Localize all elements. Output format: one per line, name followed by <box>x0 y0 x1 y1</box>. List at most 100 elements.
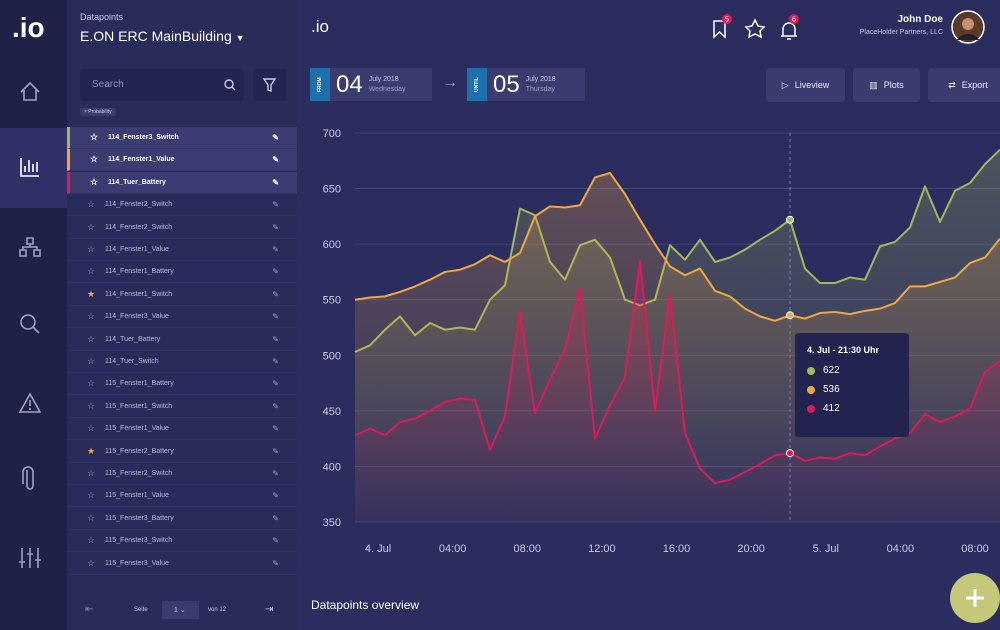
favorite-star: ☆ <box>87 244 96 254</box>
from-tag: FROM <box>310 68 330 101</box>
datapoint-name: 114_Fenster1_Switch <box>105 290 173 298</box>
edit-icon[interactable]: ✎ <box>272 379 279 389</box>
datapoint-name: 114_Fenster1_Value <box>108 156 175 164</box>
tooltip-swatch <box>807 366 815 375</box>
edit-icon[interactable]: ✎ <box>272 267 279 277</box>
edit-icon[interactable]: ✎ <box>272 446 279 456</box>
datapoint-row[interactable]: ☆ 115_Fenster1_Value ✎ <box>67 485 297 508</box>
datapoint-name: 115_Fenster2_Switch <box>105 470 173 477</box>
datapoint-row[interactable]: ☆ 115_Fenster1_Battery ✎ <box>67 373 297 396</box>
edit-icon[interactable]: ✎ <box>272 200 279 210</box>
search-box[interactable]: Search <box>80 69 244 101</box>
nav-icons[interactable] <box>0 0 67 630</box>
clip-icon[interactable] <box>22 466 34 490</box>
datapoint-row[interactable]: ☆ 115_Fenster3_Battery ✎ <box>67 508 297 530</box>
edit-icon[interactable]: ✎ <box>272 222 279 232</box>
range-arrow: → <box>442 74 458 91</box>
search-icon[interactable] <box>20 314 36 330</box>
datapoint-name: 115_Fenster1_Value <box>105 492 169 500</box>
favorite-star: ☆ <box>90 176 99 187</box>
edit-icon[interactable]: ✎ <box>272 469 279 478</box>
edit-icon[interactable]: ✎ <box>272 177 279 187</box>
datapoint-row[interactable]: ☆ 114_Fenster3_Value ✎ <box>67 306 297 329</box>
datapoint-row[interactable]: ☆ 114_Fenster1_Battery ✎ <box>67 261 297 284</box>
edit-icon[interactable]: ✎ <box>272 357 279 366</box>
home-icon[interactable] <box>20 81 40 101</box>
favorite-star: ☆ <box>87 333 96 344</box>
datapoint-name: 115_Fenster2_Battery <box>105 447 174 455</box>
datapoint-row[interactable]: ★ 114_Fenster1_Switch ✎ <box>67 284 297 306</box>
favorite-star: ★ <box>87 288 96 299</box>
datapoint-row[interactable]: ★ 115_Fenster2_Battery ✎ <box>67 441 297 463</box>
add-button[interactable] <box>950 572 1000 630</box>
liveview-button[interactable]: ▷ Liveview <box>766 68 845 102</box>
datapoint-row[interactable]: ☆ 114_Fenster2_Switch ✎ <box>67 194 297 217</box>
edit-icon[interactable]: ✎ <box>272 245 279 254</box>
datapoint-row[interactable]: ☆ 114_Fenster1_Value ✎ <box>67 149 297 172</box>
footer-title: Datapoints overview <box>311 598 420 612</box>
favorite-star: ☆ <box>90 132 99 142</box>
line <box>354 259 1000 485</box>
datapoint-row[interactable]: ☆ 114_Fenster2_Switch ✎ <box>67 217 297 239</box>
export-button[interactable]: ⇄ Export <box>928 68 1000 102</box>
avatar[interactable] <box>951 10 985 44</box>
y-tick-label: 350 <box>323 517 341 529</box>
datapoint-name: 115_Fenster1_Battery <box>105 380 174 388</box>
y-tick-label: 500 <box>323 350 341 362</box>
button-label: Liveview <box>794 80 830 90</box>
star-icon[interactable] <box>744 18 766 39</box>
tooltip-row: 622 <box>807 365 897 376</box>
edit-icon[interactable]: ✎ <box>272 155 279 165</box>
filter-button[interactable] <box>253 69 286 101</box>
chart-icon[interactable] <box>20 158 39 177</box>
edit-icon[interactable]: ✎ <box>272 289 279 299</box>
tree-icon[interactable] <box>19 237 41 257</box>
edit-icon[interactable]: ✎ <box>272 401 279 411</box>
bell-icon[interactable] <box>781 22 797 40</box>
datapoint-row[interactable]: ☆ 115_Fenster1_Switch ✎ <box>67 396 297 418</box>
y-tick-label: 450 <box>323 406 341 418</box>
tooltip-title: 4. Jul - 21:30 Uhr <box>807 345 880 355</box>
x-tick-label: 04:00 <box>439 543 467 555</box>
edit-icon[interactable]: ✎ <box>272 491 279 501</box>
favorite-star: ☆ <box>87 400 96 411</box>
datapoint-row[interactable]: ☆ 114_Fenster3_Switch ✎ <box>67 127 297 149</box>
sliders-icon[interactable] <box>19 548 41 568</box>
datapoint-row[interactable]: ☆ 114_Tuer_Battery ✎ <box>67 171 297 194</box>
edit-icon[interactable]: ✎ <box>272 334 279 344</box>
from-date[interactable]: FROM 04 July 2018 Wednesday <box>310 68 432 101</box>
datapoint-row[interactable]: ☆ 115_Fenster2_Switch ✎ <box>67 463 297 485</box>
y-tick-label: 600 <box>323 239 341 251</box>
edit-icon[interactable]: ✎ <box>272 312 279 322</box>
prev-page[interactable]: ⇤ <box>85 604 94 615</box>
area <box>355 260 1000 522</box>
until-day: 05 <box>493 70 520 98</box>
sidebar-label: Datapoints <box>80 12 124 22</box>
building-select[interactable]: E.ON ERC MainBuilding ▼ <box>80 28 245 44</box>
y-tick-label: 550 <box>323 295 341 307</box>
edit-icon[interactable]: ✎ <box>272 133 279 142</box>
datapoint-row[interactable]: ☆ 114_Fenster1_Value ✎ <box>67 239 297 261</box>
datapoint-row[interactable]: ☆ 114_Tuer_Battery ✎ <box>67 329 297 351</box>
edit-icon[interactable]: ✎ <box>272 424 279 434</box>
x-tick-label: 16:00 <box>663 543 691 555</box>
next-page[interactable]: ⇥ <box>265 604 274 615</box>
until-date[interactable]: UNTIL 05 July 2018 Thursday <box>467 68 585 101</box>
datapoint-row[interactable]: ☆ 115_Fenster3_Value ✎ <box>67 553 297 575</box>
datapoint-row[interactable]: ☆ 115_Fenster3_Switch ✎ <box>67 530 297 553</box>
datapoint-row[interactable]: ☆ 115_Fenster1_Value ✎ <box>67 418 297 441</box>
edit-icon[interactable]: ✎ <box>272 558 279 568</box>
edit-icon[interactable]: ✎ <box>272 513 279 523</box>
datapoint-name: 115_Fenster1_Value <box>105 425 169 433</box>
hover-point <box>786 449 794 458</box>
bookmark-icon[interactable] <box>713 20 726 39</box>
alert-icon[interactable] <box>18 392 42 413</box>
datapoint-row[interactable]: ☆ 114_Tuer_Switch ✎ <box>67 351 297 373</box>
filter-chip[interactable]: × Probability <box>80 108 116 116</box>
plots-button[interactable]: ▥ Plots <box>853 68 920 102</box>
edit-icon[interactable]: ✎ <box>272 536 279 546</box>
page-select[interactable]: 1 ⌄ <box>162 601 199 619</box>
datapoint-name: 114_Tuer_Battery <box>108 178 166 186</box>
badge: 6 <box>792 17 796 24</box>
favorite-star: ☆ <box>87 490 96 501</box>
